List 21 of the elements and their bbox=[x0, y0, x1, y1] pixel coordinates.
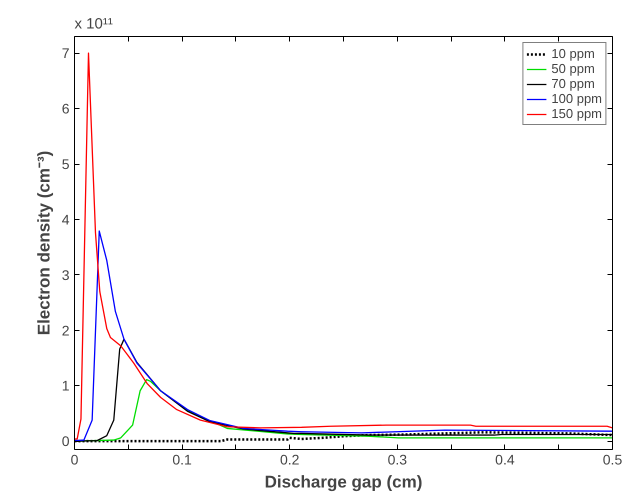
y-tick-label: 3 bbox=[62, 266, 70, 283]
x-tick-label: 0.1 bbox=[172, 452, 192, 468]
legend-label: 100 ppm bbox=[551, 91, 602, 106]
y-tick-label: 7 bbox=[62, 45, 70, 62]
y-axis-title: Electron density (cm⁻³) bbox=[34, 150, 54, 336]
legend-label: 150 ppm bbox=[551, 106, 602, 121]
y-tick-label: 5 bbox=[62, 156, 70, 172]
y-tick-label: 4 bbox=[62, 211, 70, 228]
legend-label: 70 ppm bbox=[551, 76, 595, 91]
x-axis-title: Discharge gap (cm) bbox=[264, 472, 422, 492]
y-tick-label: 6 bbox=[62, 100, 70, 117]
y-tick-label: 1 bbox=[62, 378, 70, 394]
x-tick-label: 0.3 bbox=[388, 452, 408, 468]
legend-label: 10 ppm bbox=[551, 46, 595, 61]
text: x 10¹¹ bbox=[74, 16, 113, 32]
x-tick-label: 0.5 bbox=[602, 452, 622, 468]
legend-label: 50 ppm bbox=[551, 61, 595, 76]
x-tick-label: 0.4 bbox=[495, 452, 515, 468]
y-tick-label: 2 bbox=[62, 322, 70, 338]
x-tick-label: 0.2 bbox=[280, 452, 300, 468]
y-tick-label: 0 bbox=[62, 433, 70, 450]
